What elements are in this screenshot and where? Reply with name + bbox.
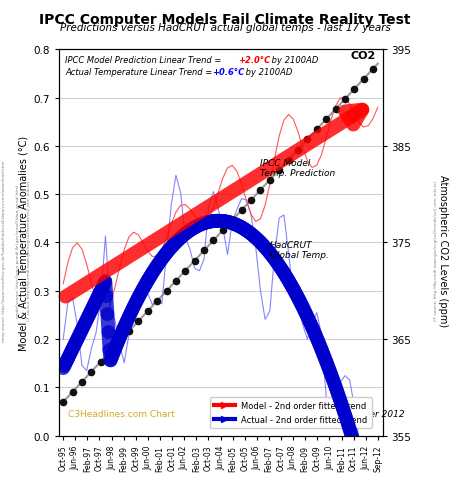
Text: HadCRUT
Global Temp.: HadCRUT Global Temp. (270, 240, 328, 260)
Legend: Model - 2nd order fitted trend, Actual - 2nd order fitted trend: Model - 2nd order fitted trend, Actual -… (210, 397, 372, 428)
Text: Actual Temperature Linear Trend =: Actual Temperature Linear Trend = (65, 68, 215, 77)
Text: +2.0°C: +2.0°C (238, 56, 270, 65)
Y-axis label: Model & Actual Temperature Anomalies (°C): Model & Actual Temperature Anomalies (°C… (19, 136, 29, 350)
Text: CF source: http://ftp.cmdl.noaa.gov/ccg/co2/trends/co2_mm_mlo.txt: CF source: http://ftp.cmdl.noaa.gov/ccg/… (27, 180, 31, 321)
Text: IPCC Model
Temp. Prediction: IPCC Model Temp. Prediction (261, 159, 336, 178)
Text: by 2100AD: by 2100AD (243, 68, 292, 77)
Text: temp source: http://www.metoffice.gov.uk/hadobs/hadcrut4/data/current/download.h: temp source: http://www.metoffice.gov.uk… (3, 160, 6, 341)
Text: IPCC Computer Models Fail Climate Reality Test: IPCC Computer Models Fail Climate Realit… (39, 13, 411, 27)
Text: CF source: http://ftp.cmdl.noaa.gov/ccg/co2/trends/co2_mm_mlo.txt: CF source: http://ftp.cmdl.noaa.gov/ccg/… (435, 180, 438, 321)
Text: model source: http://cmip-pcmdi.llnl.gov/cmip5/data_portal.html: model source: http://cmip-pcmdi.llnl.gov… (16, 184, 20, 317)
Text: Predictions versus HadCRUT actual global temps - last 17 years: Predictions versus HadCRUT actual global… (59, 23, 391, 33)
Text: IPCC Model Prediction Linear Trend =: IPCC Model Prediction Linear Trend = (65, 56, 224, 65)
Text: CO2: CO2 (350, 51, 375, 61)
Text: 17 years ending September 2012: 17 years ending September 2012 (253, 409, 405, 418)
Text: C3Headlines.com Chart: C3Headlines.com Chart (68, 409, 175, 418)
Text: by 2100AD: by 2100AD (269, 56, 319, 65)
Text: +0.6°C: +0.6°C (212, 68, 245, 77)
Text: Atmospheric CO2 Levels (ppm): Atmospheric CO2 Levels (ppm) (438, 174, 448, 327)
